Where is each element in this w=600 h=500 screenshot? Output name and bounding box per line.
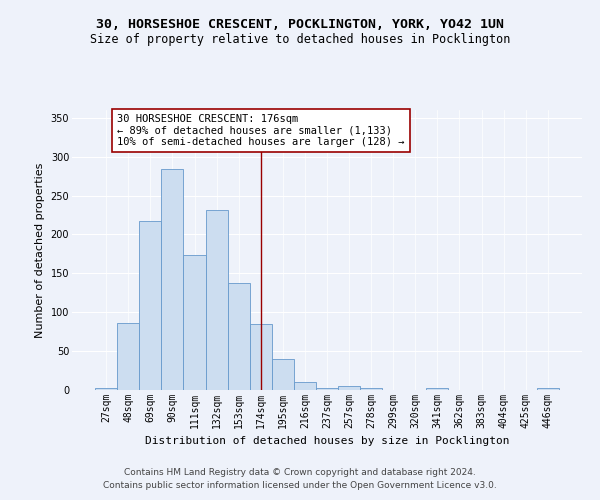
Bar [272, 359, 294, 390]
Bar [227, 282, 250, 390]
Y-axis label: Number of detached properties: Number of detached properties [35, 162, 45, 338]
Bar [338, 386, 360, 390]
Bar [95, 388, 117, 390]
Bar [117, 323, 139, 390]
Bar [360, 388, 382, 390]
Bar [184, 254, 206, 390]
Bar [139, 221, 161, 390]
X-axis label: Distribution of detached houses by size in Pocklington: Distribution of detached houses by size … [145, 436, 509, 446]
Bar [161, 169, 184, 390]
Bar [206, 210, 227, 390]
Bar [316, 388, 338, 390]
Text: 30, HORSESHOE CRESCENT, POCKLINGTON, YORK, YO42 1UN: 30, HORSESHOE CRESCENT, POCKLINGTON, YOR… [96, 18, 504, 30]
Bar [537, 388, 559, 390]
Text: Contains HM Land Registry data © Crown copyright and database right 2024.: Contains HM Land Registry data © Crown c… [124, 468, 476, 477]
Bar [250, 324, 272, 390]
Bar [427, 388, 448, 390]
Text: 30 HORSESHOE CRESCENT: 176sqm
← 89% of detached houses are smaller (1,133)
10% o: 30 HORSESHOE CRESCENT: 176sqm ← 89% of d… [117, 114, 405, 147]
Text: Size of property relative to detached houses in Pocklington: Size of property relative to detached ho… [90, 32, 510, 46]
Bar [294, 382, 316, 390]
Text: Contains public sector information licensed under the Open Government Licence v3: Contains public sector information licen… [103, 482, 497, 490]
